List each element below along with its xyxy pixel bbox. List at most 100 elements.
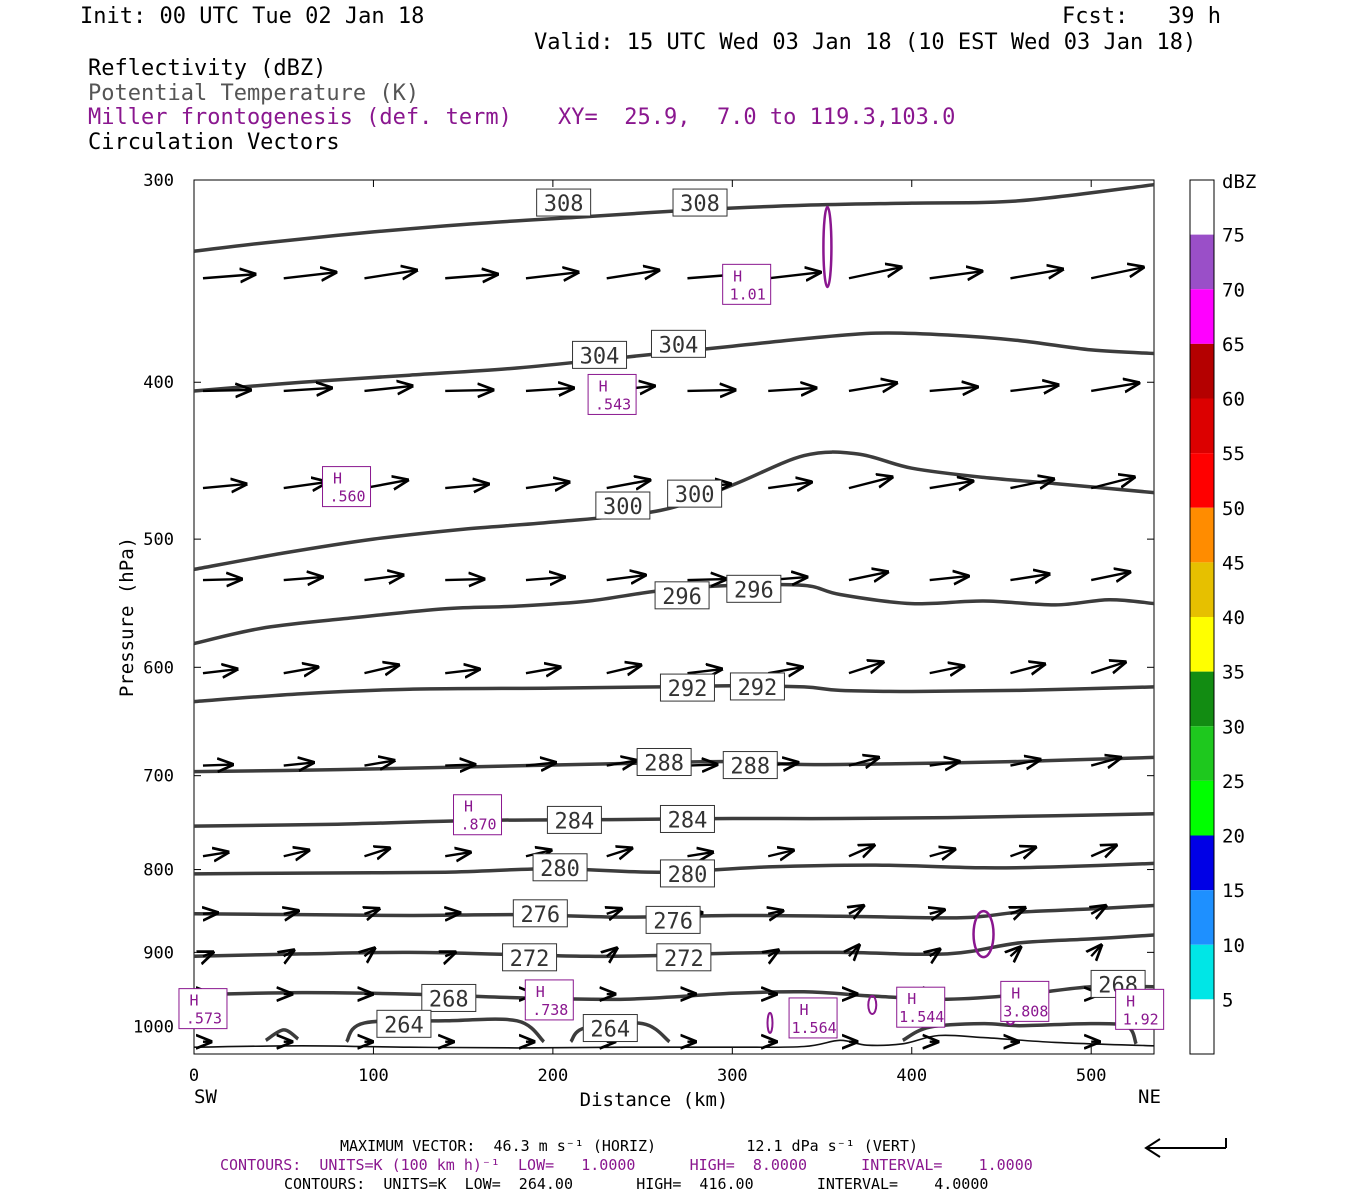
circulation-vector <box>848 845 874 856</box>
colorbar-segment <box>1190 343 1214 399</box>
theta-label: 272 <box>664 947 704 972</box>
frontogenesis-max-box <box>722 263 772 305</box>
circulation-vector <box>1010 479 1053 488</box>
colorbar-label: 70 <box>1222 279 1245 301</box>
theta-label: 308 <box>680 192 720 217</box>
y-tick-label: 900 <box>143 943 174 963</box>
y-tick-label: 500 <box>143 530 174 550</box>
frontogenesis-contour <box>766 1011 774 1034</box>
frontogenesis-contour <box>972 909 995 959</box>
colorbar-label: 30 <box>1222 716 1245 738</box>
forecast-hour: Fcst: 39 h <box>1062 4 1221 29</box>
theta-label: 284 <box>668 808 708 833</box>
circulation-vector <box>525 577 565 580</box>
circulation-vector <box>1090 758 1121 766</box>
circulation-vector <box>849 906 864 914</box>
circulation-vector <box>283 272 336 278</box>
circulation-vector <box>364 575 403 580</box>
frontogenesis-max-h: H <box>189 992 198 1010</box>
circulation-vector <box>848 758 879 766</box>
colorbar-label: 20 <box>1222 826 1245 848</box>
cross-section-endpoints: XY= 25.9, 7.0 to 119.3,103.0 <box>558 105 956 130</box>
frontogenesis-max-box <box>788 997 838 1039</box>
theta-label: 300 <box>603 495 643 520</box>
theta-label-box <box>650 329 706 358</box>
circulation-vector <box>203 952 213 956</box>
frontogenesis-contour <box>867 995 878 1016</box>
circulation-vector <box>525 272 578 278</box>
y-tick-label: 600 <box>143 658 174 678</box>
circulation-vector <box>929 271 982 278</box>
circulation-vector <box>929 481 973 488</box>
circulation-vector <box>364 665 398 673</box>
theta-label: 308 <box>544 192 584 217</box>
colorbar-label: 60 <box>1222 389 1245 411</box>
theta-label-box <box>502 943 558 972</box>
frontogenesis-max-value: .543 <box>595 395 631 413</box>
theta-label-box <box>667 479 723 508</box>
theta-label-box <box>726 574 782 603</box>
colorbar-label: 50 <box>1222 498 1245 520</box>
theta-label-box <box>656 943 712 972</box>
colorbar-segment <box>1190 944 1214 1000</box>
circulation-vector <box>768 911 783 914</box>
theta-contour-264 <box>264 1028 300 1042</box>
theta-label: 280 <box>540 857 580 882</box>
circulation-vector <box>606 480 650 488</box>
circulation-vector <box>525 763 556 766</box>
frontogenesis-max-h: H <box>599 377 608 395</box>
theta-label-box <box>659 859 715 888</box>
y-tick-label: 300 <box>143 171 174 191</box>
frontogenesis-max-value: 1.92 <box>1123 1010 1159 1028</box>
circulation-vector <box>849 945 859 956</box>
frontogenesis-max-h: H <box>333 470 342 488</box>
circulation-vector <box>202 669 237 673</box>
x-tick-label: 500 <box>1076 1066 1107 1086</box>
theta-label: 296 <box>662 585 702 610</box>
theta-label-box <box>645 905 701 934</box>
circulation-vector <box>768 388 816 391</box>
circulation-vector <box>202 484 246 488</box>
theta-label-box <box>532 853 588 882</box>
circulation-vector <box>606 270 659 278</box>
colorbar-segment <box>1190 999 1214 1054</box>
x-axis-title: Distance (km) <box>580 1089 729 1111</box>
circulation-vector <box>445 579 484 580</box>
circulation-vector <box>607 909 622 914</box>
y-tick-label: 700 <box>143 767 174 787</box>
circulation-vector <box>364 948 374 956</box>
frontogenesis-max-value: 1.544 <box>899 1008 944 1026</box>
circulation-vector <box>445 484 488 488</box>
circulation-vector <box>929 576 969 580</box>
colorbar-label: 45 <box>1222 552 1245 574</box>
circulation-vector <box>283 577 323 580</box>
colorbar-segment <box>1190 890 1214 945</box>
colorbar-frame <box>1189 179 1215 1055</box>
circulation-vector <box>606 761 637 766</box>
circulation-vector <box>445 913 460 914</box>
legend-frontogenesis: Miller frontogenesis (def. term) <box>88 105 512 130</box>
circulation-vector <box>445 274 497 278</box>
circulation-vector <box>1010 908 1025 914</box>
circulation-vector <box>203 913 218 914</box>
terrain-line <box>193 1034 1155 1049</box>
circulation-vector <box>364 386 412 391</box>
circulation-vector <box>768 950 778 956</box>
circulation-vector <box>202 765 233 766</box>
circulation-vector <box>687 390 735 391</box>
plot-frame <box>193 179 1155 1055</box>
frontogenesis-max-value: 3.808 <box>1003 1002 1048 1020</box>
sw-endpoint-label: SW <box>194 1086 217 1108</box>
colorbar-segment <box>1190 507 1214 563</box>
circulation-vector <box>284 950 294 956</box>
theta-label: 284 <box>555 809 595 834</box>
frontogenesis-contour <box>822 205 833 289</box>
circulation-vector <box>364 909 379 914</box>
circulation-vector <box>364 761 394 766</box>
init-time: Init: 00 UTC Tue 02 Jan 18 <box>80 4 425 29</box>
theta-label-box <box>722 751 778 780</box>
circulation-vector <box>930 949 940 956</box>
circulation-vector <box>1090 383 1139 391</box>
colorbar-segment <box>1190 617 1214 672</box>
circulation-vector <box>606 575 646 580</box>
